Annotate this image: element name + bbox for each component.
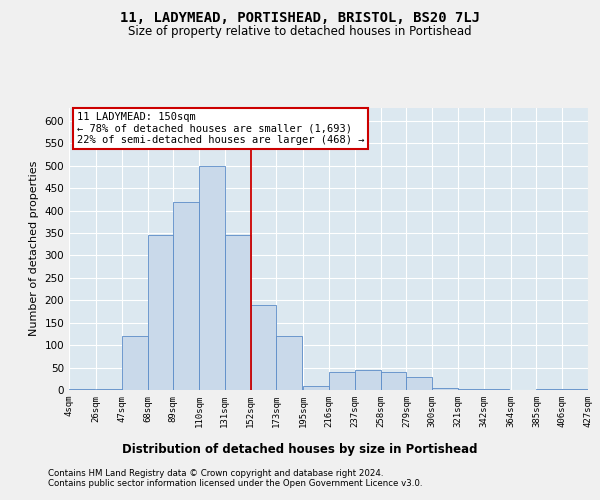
Text: 11 LADYMEAD: 150sqm
← 78% of detached houses are smaller (1,693)
22% of semi-det: 11 LADYMEAD: 150sqm ← 78% of detached ho…: [77, 112, 364, 145]
Bar: [380, 372, 406, 390]
Bar: [199, 166, 225, 390]
Text: Contains HM Land Registry data © Crown copyright and database right 2024.: Contains HM Land Registry data © Crown c…: [48, 469, 383, 478]
Text: Distribution of detached houses by size in Portishead: Distribution of detached houses by size …: [122, 442, 478, 456]
Bar: [225, 236, 251, 390]
Bar: [148, 236, 173, 390]
Bar: [329, 372, 355, 390]
Bar: [122, 336, 148, 390]
Y-axis label: Number of detached properties: Number of detached properties: [29, 161, 39, 336]
Bar: [432, 388, 458, 390]
Text: 11, LADYMEAD, PORTISHEAD, BRISTOL, BS20 7LJ: 11, LADYMEAD, PORTISHEAD, BRISTOL, BS20 …: [120, 11, 480, 25]
Bar: [69, 389, 95, 390]
Bar: [304, 386, 329, 390]
Bar: [251, 305, 277, 390]
Bar: [173, 202, 199, 390]
Bar: [355, 370, 380, 390]
Bar: [458, 389, 484, 390]
Bar: [562, 389, 588, 390]
Bar: [406, 376, 432, 390]
Text: Size of property relative to detached houses in Portishead: Size of property relative to detached ho…: [128, 25, 472, 38]
Bar: [484, 389, 509, 390]
Bar: [96, 389, 122, 390]
Bar: [277, 336, 302, 390]
Bar: [536, 389, 562, 390]
Text: Contains public sector information licensed under the Open Government Licence v3: Contains public sector information licen…: [48, 479, 422, 488]
